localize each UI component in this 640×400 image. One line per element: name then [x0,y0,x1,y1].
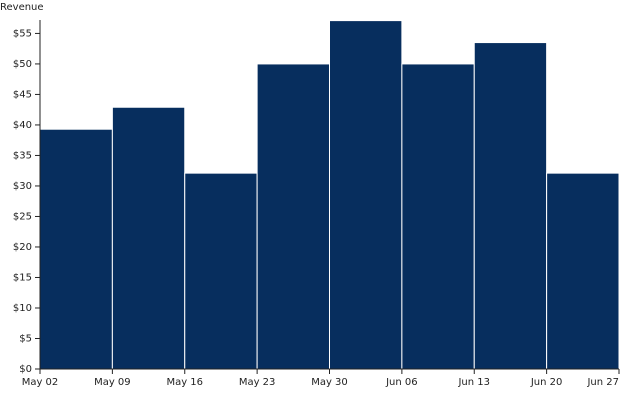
x-tick-label: May 02 [22,377,59,388]
y-tick-label: $20 [13,242,32,253]
y-tick-label: $25 [13,211,32,222]
x-tick-label: Jun 27 [586,377,619,388]
bar [39,128,113,370]
y-tick-label: $30 [13,181,32,192]
bar [473,42,548,370]
x-tick-label: Jun 20 [530,377,563,388]
bar [256,63,330,370]
bar [546,172,620,370]
bar [111,106,186,370]
bar [401,63,475,370]
x-tick-label: May 16 [166,377,203,388]
x-tick-label: Jun 06 [385,377,418,388]
x-tick-label: May 23 [239,377,276,388]
y-tick-label: $10 [13,303,32,314]
y-tick-label: $15 [13,272,32,283]
y-tick-label: $50 [13,59,32,70]
y-tick-label: $55 [13,28,32,39]
y-tick-label: $35 [13,150,32,161]
y-axis-label: Revenue [0,2,44,13]
bar [184,172,258,370]
x-tick-label: Jun 13 [457,377,490,388]
bar [329,20,403,370]
y-tick-label: $0 [19,364,32,375]
x-tick-label: May 09 [94,377,131,388]
x-tick-label: May 30 [311,377,348,388]
y-tick-label: $40 [13,120,32,131]
y-tick-label: $45 [13,89,32,100]
y-tick-label: $5 [19,333,32,344]
